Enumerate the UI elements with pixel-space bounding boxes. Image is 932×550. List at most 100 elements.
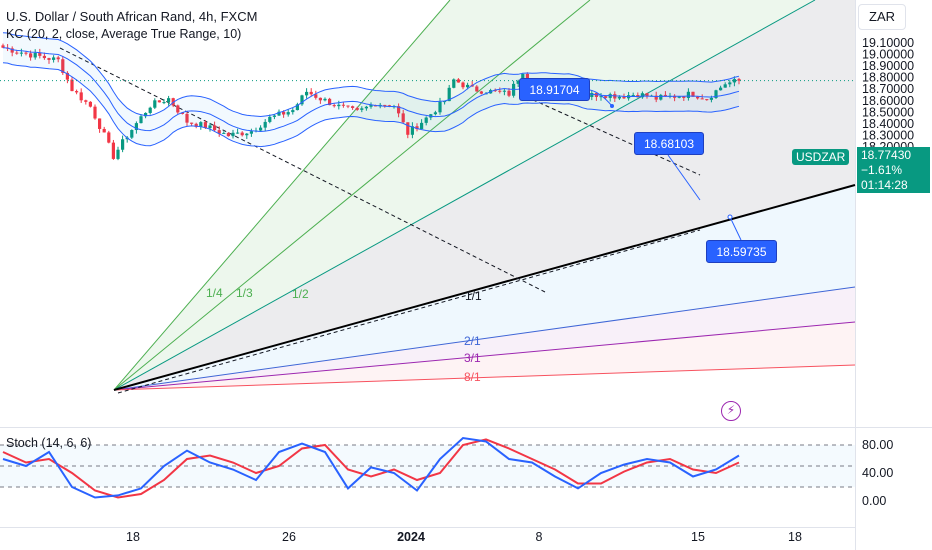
time-tick-label: 18 — [126, 530, 140, 544]
candle-body — [107, 132, 111, 143]
candle-body — [686, 91, 690, 98]
time-tick-label: 18 — [788, 530, 802, 544]
price-tick-label: 18.90000 — [862, 59, 914, 73]
callout-low[interactable]: 18.59735 — [706, 240, 777, 263]
candle-body — [341, 104, 345, 106]
candle-body — [300, 95, 304, 105]
candle-body — [631, 95, 635, 97]
candle-body — [47, 58, 51, 60]
candle-body — [167, 98, 171, 103]
candle-body — [360, 108, 364, 110]
candle-body — [438, 101, 442, 113]
candle-body — [305, 91, 309, 96]
candle-body — [318, 97, 322, 101]
fan-label: 1/2 — [292, 287, 309, 301]
candle-body — [654, 95, 658, 100]
candle-body — [309, 91, 313, 95]
candle-body — [323, 98, 327, 101]
candle-body — [162, 102, 166, 104]
candle-body — [286, 112, 290, 115]
fan-line-3-1 — [113, 321, 856, 391]
candle-body — [33, 52, 37, 58]
chart-title: U.S. Dollar / South African Rand, 4h, FX… — [6, 9, 258, 24]
candle-body — [190, 122, 194, 124]
callout-high[interactable]: 18.91704 — [519, 78, 590, 101]
fan-line-8-1 — [113, 364, 856, 391]
candle-body — [139, 116, 143, 124]
callout-mid[interactable]: 18.68103 — [634, 132, 704, 155]
last-price: 18.77430 — [861, 148, 912, 162]
candle-body — [240, 132, 244, 136]
candle-body — [433, 112, 437, 115]
candle-body — [88, 101, 92, 107]
candle-body — [24, 52, 28, 54]
candle-body — [645, 93, 649, 97]
candle-body — [705, 99, 709, 101]
candle-body — [263, 121, 267, 128]
candle-body — [608, 94, 612, 98]
candle-body — [98, 118, 102, 129]
fan-label: 1/4 — [206, 286, 223, 300]
candle-body — [709, 97, 713, 100]
candle-body — [420, 122, 424, 130]
candle-body — [61, 59, 65, 73]
candle-body — [332, 105, 336, 107]
price-change: −1.61% — [861, 163, 903, 177]
candle-body — [194, 123, 198, 127]
price-tick-label: 18.50000 — [862, 105, 914, 119]
candle-body — [383, 104, 387, 106]
price-tick-label: 18.60000 — [862, 94, 914, 108]
stoch-legend[interactable]: Stoch (14, 6, 6) — [6, 436, 92, 450]
lightning-icon[interactable]: ⚡ — [721, 401, 741, 421]
candle-body — [121, 139, 125, 150]
candle-body — [525, 73, 529, 82]
time-tick-label: 8 — [536, 530, 543, 544]
callout-connector — [729, 216, 742, 241]
candle-body — [314, 94, 318, 98]
candle-body — [677, 96, 681, 98]
candle-body — [452, 79, 456, 88]
candle-body — [203, 122, 207, 129]
candle-body — [19, 52, 23, 54]
fan-fills — [114, 0, 855, 390]
callout-connector — [589, 89, 613, 107]
candle-body — [157, 100, 161, 103]
candle-body — [737, 79, 741, 81]
candle-body — [456, 79, 460, 83]
candle-body — [447, 87, 451, 102]
candle-body — [691, 91, 695, 97]
indicator-legend[interactable]: KC (20, 2, close, Average True Range, 10… — [6, 27, 242, 41]
candle-body — [134, 123, 138, 131]
candle-body — [443, 101, 447, 103]
candle-body — [479, 91, 483, 94]
stoch-tick-label: 80.00 — [862, 438, 893, 452]
candle-body — [277, 111, 281, 116]
currency-button[interactable]: ZAR — [858, 4, 906, 30]
candle-body — [355, 107, 359, 110]
candle-body — [38, 52, 42, 56]
stoch-tick-label: 40.00 — [862, 466, 893, 480]
candle-body — [176, 105, 180, 113]
candle-body — [617, 96, 621, 99]
candle-body — [328, 98, 332, 106]
candle-body — [401, 113, 405, 123]
price-tick-label: 18.80000 — [862, 71, 914, 85]
candle-body — [346, 105, 350, 107]
candle-body — [116, 149, 120, 159]
candle-body — [714, 90, 718, 98]
candle-body — [70, 79, 74, 92]
candle-body — [144, 112, 148, 117]
candle-body — [130, 130, 134, 138]
fan-label: 1/3 — [236, 286, 253, 300]
fan-line-1-2 — [113, 0, 816, 391]
candle-body — [590, 93, 594, 98]
fan-label: 1/1 — [465, 289, 482, 303]
candle-body — [259, 127, 263, 131]
candle-body — [222, 132, 226, 134]
candle-body — [268, 116, 272, 122]
time-tick-label: 26 — [282, 530, 296, 544]
candle-body — [424, 117, 428, 123]
candle-body — [406, 122, 410, 135]
candle-body — [208, 125, 212, 129]
